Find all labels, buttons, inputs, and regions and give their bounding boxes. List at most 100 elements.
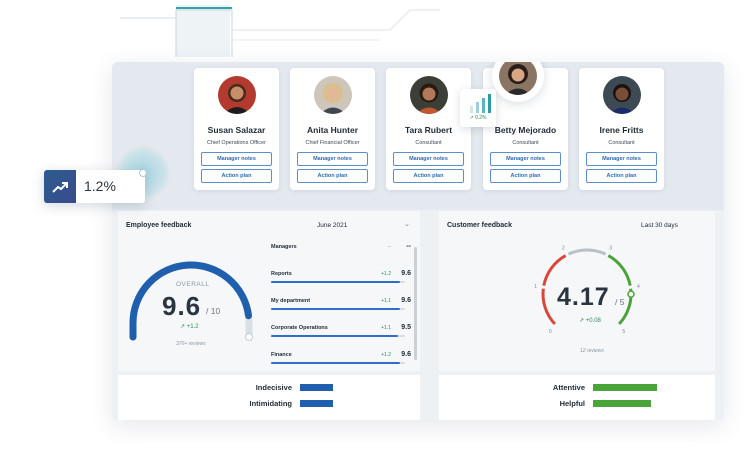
person-role: Consultant: [415, 140, 442, 146]
overall-delta: +1.2: [186, 324, 199, 330]
overall-gauge: [129, 261, 253, 341]
bar-chart-icon: [470, 94, 491, 113]
department-bar-track: [271, 308, 405, 310]
person-name: Anita Hunter: [307, 125, 358, 135]
department-bar-fill: [271, 308, 400, 310]
action-plan-button[interactable]: Action plan: [201, 169, 272, 183]
action-plan-button[interactable]: Action plan: [393, 169, 464, 183]
trend-value: 1.2%: [84, 178, 116, 194]
action-plan-button[interactable]: Action plan: [297, 169, 368, 183]
manager-notes-button[interactable]: Manager notes: [201, 152, 272, 166]
department-score: 9.6: [401, 297, 411, 304]
department-score: --: [406, 243, 411, 250]
scrollbar[interactable]: [414, 247, 417, 360]
person-card-anita-hunter: Anita Hunter Chief Financial Officer Man…: [290, 68, 375, 190]
word-label: Intimidating: [249, 399, 293, 408]
mini-trend-widget: ↗ 0.2%: [460, 89, 496, 127]
connector-dot: [139, 169, 147, 177]
manager-notes-button[interactable]: Manager notes: [586, 152, 657, 166]
word-row-indecisive: Indecisive: [256, 383, 360, 393]
word-bar: [593, 384, 657, 391]
gauge-tick-label: 0: [549, 329, 552, 335]
manager-notes-button[interactable]: Manager notes: [297, 152, 368, 166]
department-row[interactable]: Corporate Operations +1.1 9.5: [271, 324, 411, 339]
manager-notes-button[interactable]: Manager notes: [393, 152, 464, 166]
decorative-lines: [120, 5, 440, 57]
trend-chip: 1.2%: [44, 170, 145, 203]
gauge-segment: [567, 248, 607, 256]
person-card-irene-fritts: Irene Fritts Consultant Manager notes Ac…: [579, 68, 664, 190]
employee-words: Indecisive Intimidating: [118, 375, 420, 420]
gauge-fill: [129, 261, 253, 341]
gauge-tick-label: 4: [637, 284, 640, 290]
customer-delta: +0.08: [585, 318, 601, 324]
department-delta: +1.1: [381, 325, 391, 331]
customer-feedback-panel: Customer feedback Last 30 days 0 1 2 3 4 5 4.…: [439, 211, 715, 371]
department-bar-track: [271, 335, 405, 337]
overall-score: 9.6: [162, 291, 202, 321]
gauge-tick-label: 5: [622, 329, 625, 335]
gauge-segment: [607, 254, 632, 286]
department-name: Reports: [271, 271, 292, 277]
trend-up-icon: ↗: [469, 115, 474, 121]
department-score: 9.5: [401, 324, 411, 331]
department-delta: +1.2: [381, 352, 391, 358]
gauge-segment: [541, 288, 556, 326]
department-row[interactable]: Finance +1.2 9.6: [271, 351, 411, 366]
person-name: Tara Rubert: [404, 125, 453, 135]
department-delta: --: [387, 244, 391, 250]
word-row-intimidating: Intimidating: [250, 399, 360, 409]
person-role: Consultant: [608, 140, 635, 146]
action-plan-button[interactable]: Action plan: [586, 169, 657, 183]
department-row[interactable]: Managers -- --: [271, 243, 411, 258]
department-bar-fill: [271, 362, 400, 364]
word-bar: [300, 384, 333, 391]
person-card-tara-rubert: Tara Rubert Consultant Manager notes Act…: [386, 68, 471, 190]
customer-words: Attentive Helpful: [439, 375, 715, 420]
word-label: Helpful: [559, 399, 585, 408]
department-name: My department: [271, 298, 311, 304]
department-score: 9.6: [401, 351, 411, 358]
word-bar: [593, 400, 651, 407]
department-delta: +1.2: [381, 271, 391, 277]
gauge-tick-label: 3: [609, 246, 612, 252]
period-select[interactable]: June 2021: [317, 222, 348, 229]
person-name: Betty Mejorado: [494, 125, 557, 135]
mini-widget-delta: 0.2%: [475, 115, 487, 121]
department-bar-track: [271, 362, 405, 364]
reviews-count: 12 reviews: [580, 348, 604, 354]
dashboard-panel: Susan Salazar Chief Operations Officer M…: [112, 62, 724, 420]
word-label: Indecisive: [255, 383, 292, 392]
department-score: 9.6: [401, 270, 411, 277]
overall-label: OVERALL: [176, 281, 210, 288]
word-row-attentive: Attentive: [553, 383, 657, 393]
manager-notes-button[interactable]: Manager notes: [490, 152, 561, 166]
gauge-marker: [627, 290, 635, 298]
person-card-susan-salazar: Susan Salazar Chief Operations Officer M…: [194, 68, 279, 190]
word-row-helpful: Helpful: [560, 399, 657, 409]
trend-up-icon: [44, 170, 76, 203]
trend-up-icon: ↗: [579, 318, 585, 324]
action-plan-button[interactable]: Action plan: [490, 169, 561, 183]
score-denominator: / 5: [615, 297, 625, 307]
department-row[interactable]: My department +1.1 9.6: [271, 297, 411, 312]
rating-gauge: 0 1 2 3 4 5: [534, 246, 640, 335]
reviews-count: 370+ reviews: [176, 341, 206, 347]
person-role: Consultant: [512, 140, 539, 146]
avatar: [218, 76, 256, 114]
gauge-tick-label: 1: [534, 284, 537, 290]
avatar: [603, 76, 641, 114]
panel-title: Customer feedback: [447, 222, 512, 229]
department-bar-fill: [271, 335, 399, 337]
gauge-knob: [245, 333, 253, 341]
avatar-highlighted: [492, 62, 544, 102]
gauge-segment: [542, 254, 567, 286]
panel-title: Employee feedback: [126, 222, 192, 229]
avatar: [314, 76, 352, 114]
customer-score: 4.17: [557, 283, 610, 311]
department-row[interactable]: Reports +1.2 9.6: [271, 270, 411, 285]
word-label: Attentive: [552, 383, 585, 392]
department-bar-fill: [271, 281, 400, 283]
gauge-tick-label: 2: [562, 246, 565, 252]
chevron-down-icon[interactable]: ⌄: [404, 221, 410, 228]
